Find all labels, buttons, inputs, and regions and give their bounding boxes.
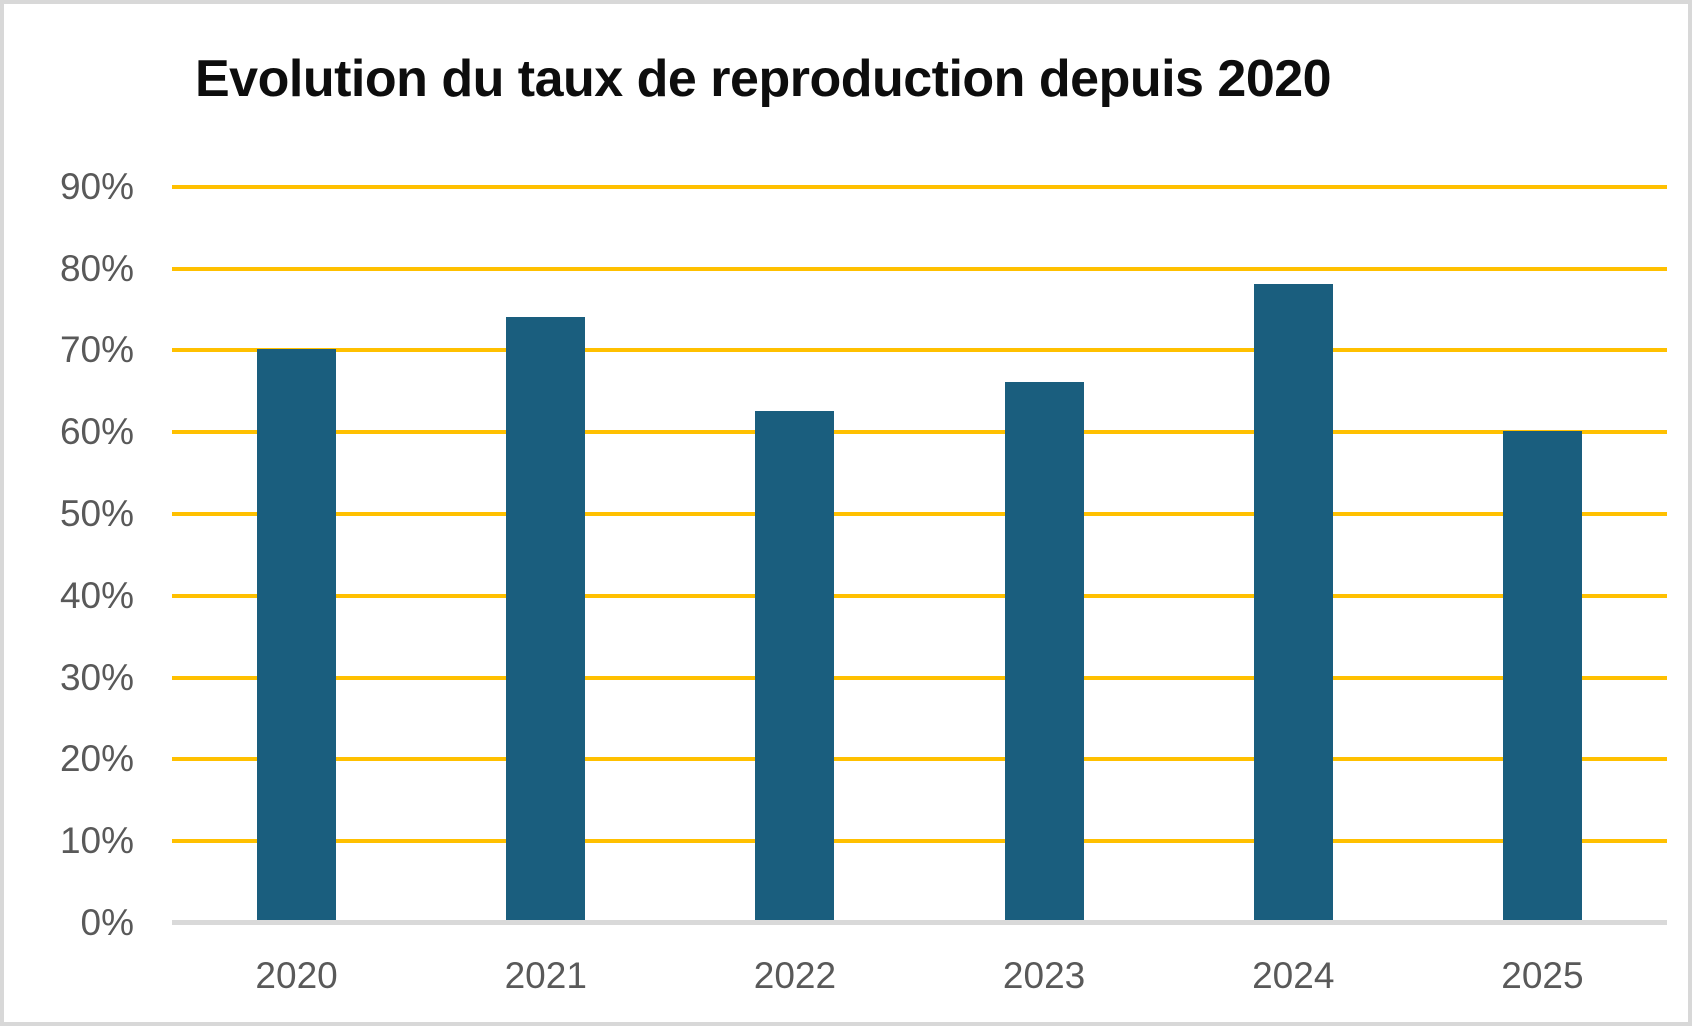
y-tick-label-80: 80% <box>59 247 134 289</box>
y-tick-label-70: 70% <box>59 329 134 371</box>
y-tick-label-90: 90% <box>59 165 134 207</box>
x-tick-label-2020: 2020 <box>255 955 338 996</box>
bar-2024 <box>1253 283 1333 922</box>
x-axis-line <box>172 920 1667 925</box>
bar-2022 <box>755 410 835 922</box>
y-tick-label-50: 50% <box>59 493 134 534</box>
gridline-10pct <box>172 839 1667 844</box>
y-tick-label-10: 10% <box>59 820 134 862</box>
bar-2020 <box>257 349 337 922</box>
x-tick-label-2022: 2022 <box>753 955 837 996</box>
bar-2025 <box>1502 431 1582 922</box>
bar-2021 <box>506 316 586 922</box>
chart-title: Evolution du taux de reproduction depuis… <box>195 50 1332 108</box>
x-tick-label-2023: 2023 <box>1002 955 1086 996</box>
y-tick-label-0: 0% <box>80 902 134 943</box>
gridline-90pct <box>172 184 1667 189</box>
gridline-50pct <box>172 512 1667 516</box>
gridline-70pct <box>172 348 1667 353</box>
y-tick-label-30: 30% <box>59 656 134 698</box>
gridline-20pct <box>172 757 1667 762</box>
gridline-80pct <box>172 266 1667 271</box>
gridline-60pct <box>172 430 1667 435</box>
gridline-30pct <box>172 675 1667 680</box>
y-tick-label-20: 20% <box>59 738 134 780</box>
x-tick-label-2025: 2025 <box>1501 955 1584 996</box>
gridline-40pct <box>172 593 1667 598</box>
y-tick-label-40: 40% <box>59 574 134 616</box>
bar-2023 <box>1004 382 1084 922</box>
y-tick-label-60: 60% <box>59 411 134 453</box>
x-tick-label-2021: 2021 <box>504 955 587 996</box>
x-tick-label-2024: 2024 <box>1252 955 1335 996</box>
